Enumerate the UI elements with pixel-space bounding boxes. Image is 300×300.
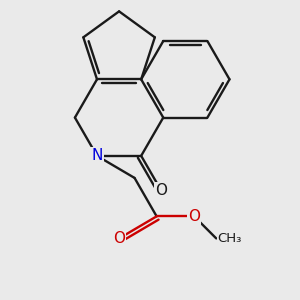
Text: O: O	[155, 183, 167, 198]
Text: N: N	[91, 148, 103, 163]
Text: O: O	[188, 209, 200, 224]
Text: CH₃: CH₃	[218, 232, 242, 245]
Text: O: O	[113, 231, 125, 246]
